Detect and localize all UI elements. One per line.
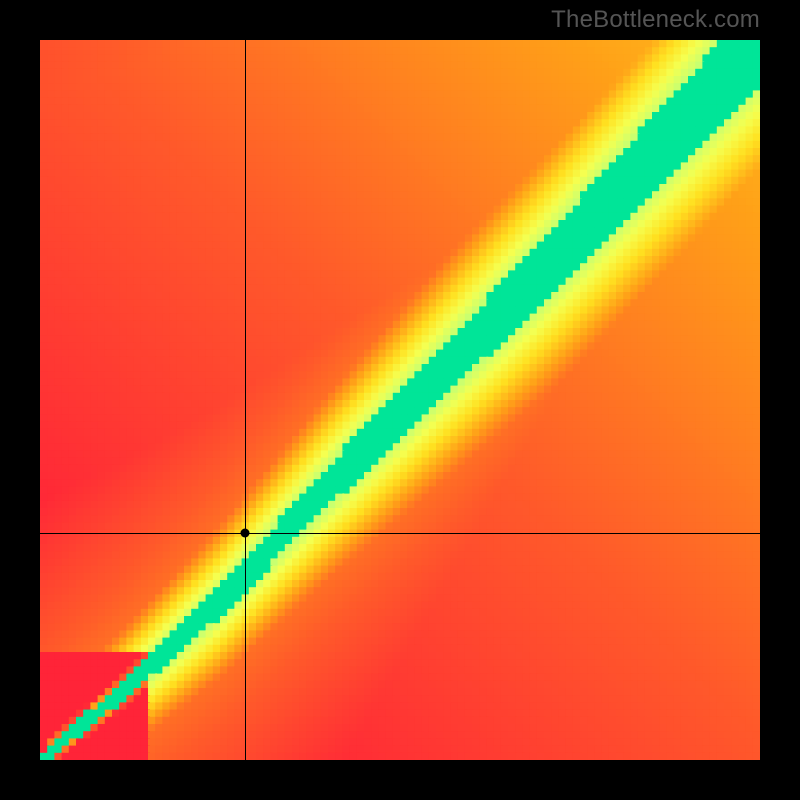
plot-area [40,40,760,760]
figure-frame: TheBottleneck.com [0,0,800,800]
heatmap-canvas [40,40,760,760]
watermark-text: TheBottleneck.com [551,6,760,34]
